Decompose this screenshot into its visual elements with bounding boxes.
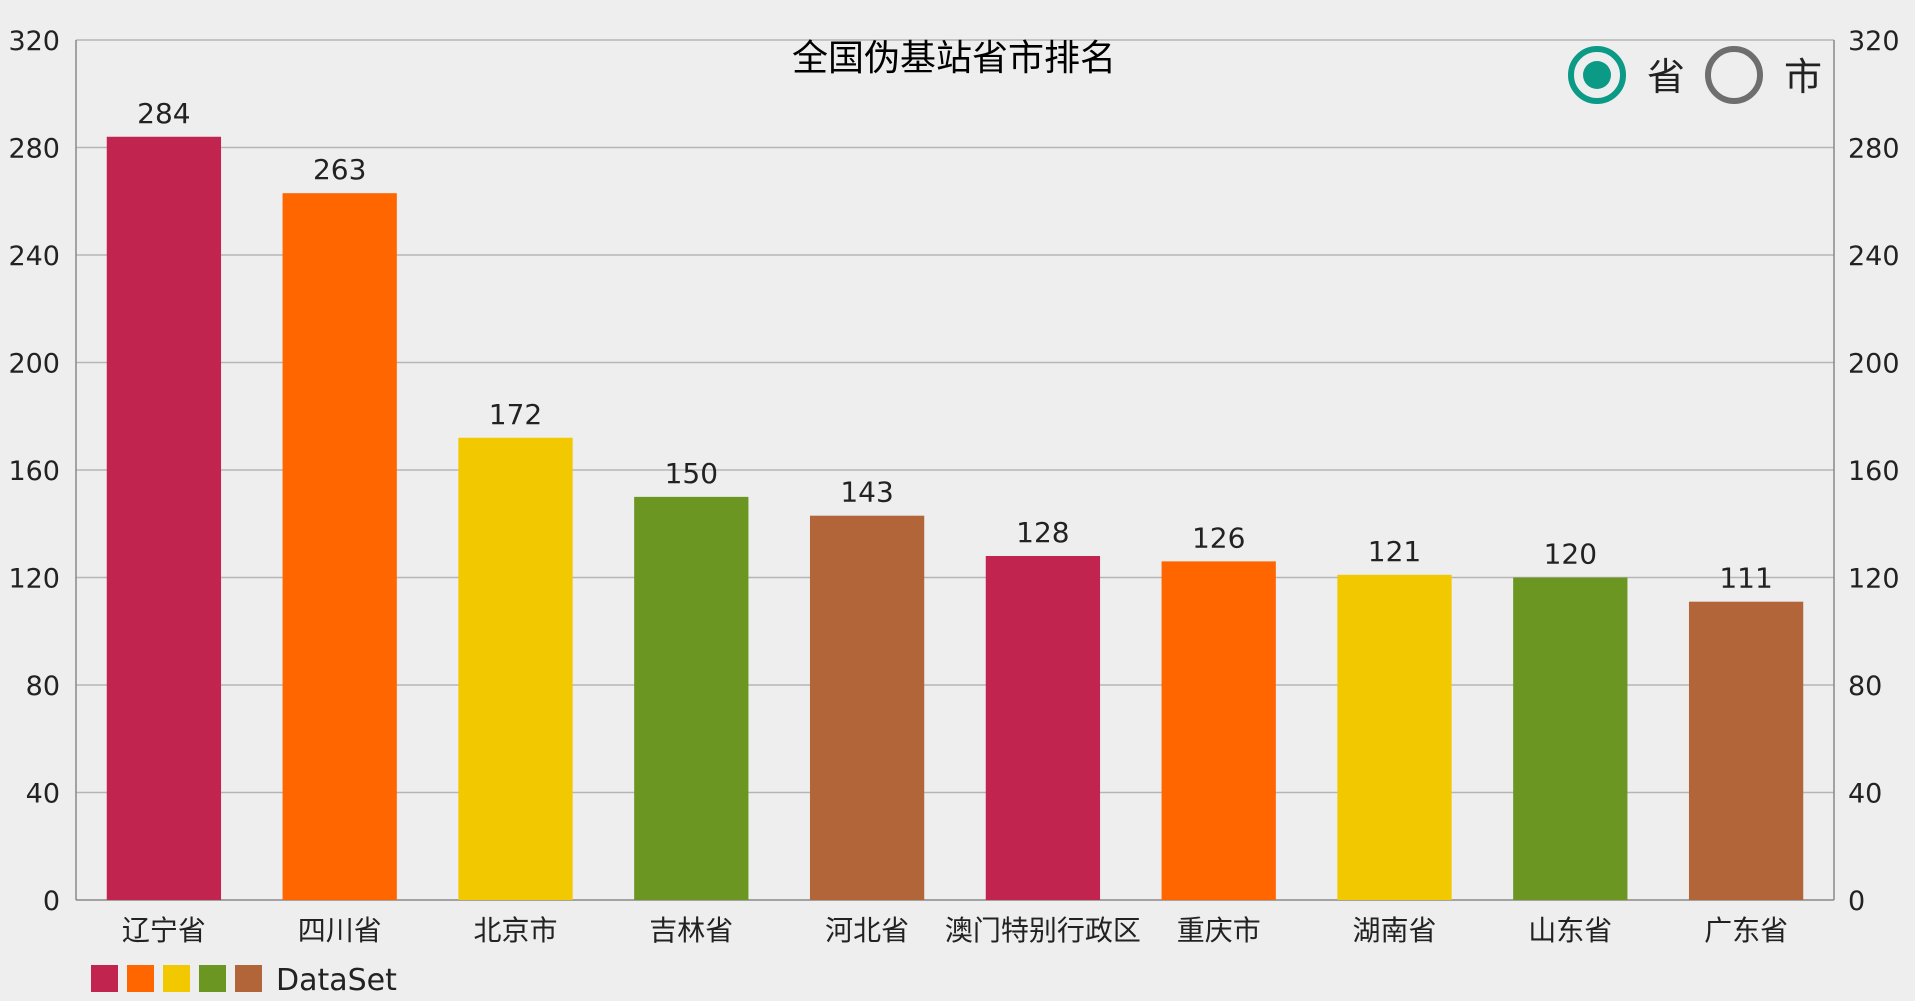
legend: DataSet bbox=[91, 963, 397, 998]
legend-swatches bbox=[91, 965, 262, 992]
data-label-8: 121 bbox=[1368, 535, 1421, 568]
y-tick-label-left-0: 0 bbox=[43, 886, 60, 917]
legend-swatch-3 bbox=[163, 965, 190, 992]
data-label-4: 150 bbox=[665, 457, 718, 490]
y-tick-label-right-320: 320 bbox=[1848, 26, 1900, 57]
radio-city-label[interactable]: 市 bbox=[1784, 55, 1822, 99]
bar-10 bbox=[1688, 601, 1804, 900]
y-tick-label-left-320: 320 bbox=[8, 26, 60, 57]
y-tick-label-right-160: 160 bbox=[1848, 456, 1900, 487]
radio-province-label[interactable]: 省 bbox=[1647, 55, 1685, 99]
y-tick-label-right-200: 200 bbox=[1848, 349, 1900, 380]
province-city-toggle[interactable]: 省 市 bbox=[1568, 46, 1822, 104]
radio-city-ring[interactable] bbox=[1705, 46, 1763, 104]
data-label-3: 172 bbox=[489, 398, 542, 431]
bar-4 bbox=[634, 496, 749, 900]
radio-city-dot bbox=[1720, 61, 1748, 89]
bars bbox=[106, 136, 1804, 900]
y-tick-label-right-80: 80 bbox=[1848, 671, 1882, 702]
y-tick-label-left-240: 240 bbox=[8, 241, 60, 272]
bar-7 bbox=[1161, 561, 1276, 900]
legend-swatch-4 bbox=[199, 965, 226, 992]
labels: 0 0 40 40 80 80 120 120 160 160 200 200 240 240 280 280… bbox=[8, 26, 1899, 947]
x-tick-label-1: 辽宁省 bbox=[122, 914, 206, 947]
data-label-7: 126 bbox=[1192, 521, 1245, 554]
bar-5 bbox=[809, 515, 925, 900]
legend-swatch-5 bbox=[235, 965, 262, 992]
chart-title: 全国伪基站省市排名 bbox=[792, 38, 1116, 79]
bar-8 bbox=[1337, 574, 1452, 900]
legend-label: DataSet bbox=[276, 963, 397, 998]
data-label-1: 284 bbox=[137, 97, 190, 130]
x-tick-label-10: 广东省 bbox=[1704, 914, 1788, 947]
y-tick-label-right-280: 280 bbox=[1848, 134, 1900, 165]
bar-6 bbox=[985, 556, 1101, 900]
bar-2 bbox=[282, 193, 397, 900]
bar-9 bbox=[1513, 577, 1628, 900]
y-tick-label-left-80: 80 bbox=[26, 671, 60, 702]
x-tick-label-9: 山东省 bbox=[1528, 914, 1612, 947]
x-tick-label-8: 湖南省 bbox=[1352, 914, 1436, 947]
radio-province[interactable]: 省 bbox=[1568, 46, 1685, 104]
radio-province-ring[interactable] bbox=[1568, 46, 1626, 104]
y-tick-label-right-40: 40 bbox=[1848, 779, 1882, 810]
data-label-9: 120 bbox=[1544, 538, 1597, 571]
x-tick-label-4: 吉林省 bbox=[649, 914, 733, 947]
x-tick-label-6: 澳门特别行政区 bbox=[945, 914, 1141, 947]
data-label-2: 263 bbox=[313, 153, 366, 186]
legend-swatch-1 bbox=[91, 965, 118, 992]
y-tick-label-left-200: 200 bbox=[8, 349, 60, 380]
legend-swatch-2 bbox=[127, 965, 154, 992]
x-tick-label-3: 北京市 bbox=[473, 914, 557, 947]
radio-city[interactable]: 市 bbox=[1705, 46, 1822, 104]
y-tick-label-left-120: 120 bbox=[8, 564, 60, 595]
y-tick-label-left-40: 40 bbox=[26, 779, 60, 810]
data-label-10: 111 bbox=[1719, 562, 1772, 595]
y-tick-label-right-240: 240 bbox=[1848, 241, 1900, 272]
data-label-6: 128 bbox=[1016, 516, 1069, 549]
x-tick-label-7: 重庆市 bbox=[1177, 914, 1261, 947]
y-tick-label-right-120: 120 bbox=[1848, 564, 1900, 595]
x-tick-label-2: 四川省 bbox=[298, 914, 382, 947]
radio-province-dot bbox=[1583, 61, 1611, 89]
y-tick-label-right-0: 0 bbox=[1848, 886, 1865, 917]
bar-1 bbox=[106, 136, 222, 900]
y-tick-label-left-160: 160 bbox=[8, 456, 60, 487]
x-tick-label-5: 河北省 bbox=[825, 914, 909, 947]
bar-3 bbox=[458, 437, 573, 900]
data-label-5: 143 bbox=[840, 476, 893, 509]
y-tick-label-left-280: 280 bbox=[8, 134, 60, 165]
